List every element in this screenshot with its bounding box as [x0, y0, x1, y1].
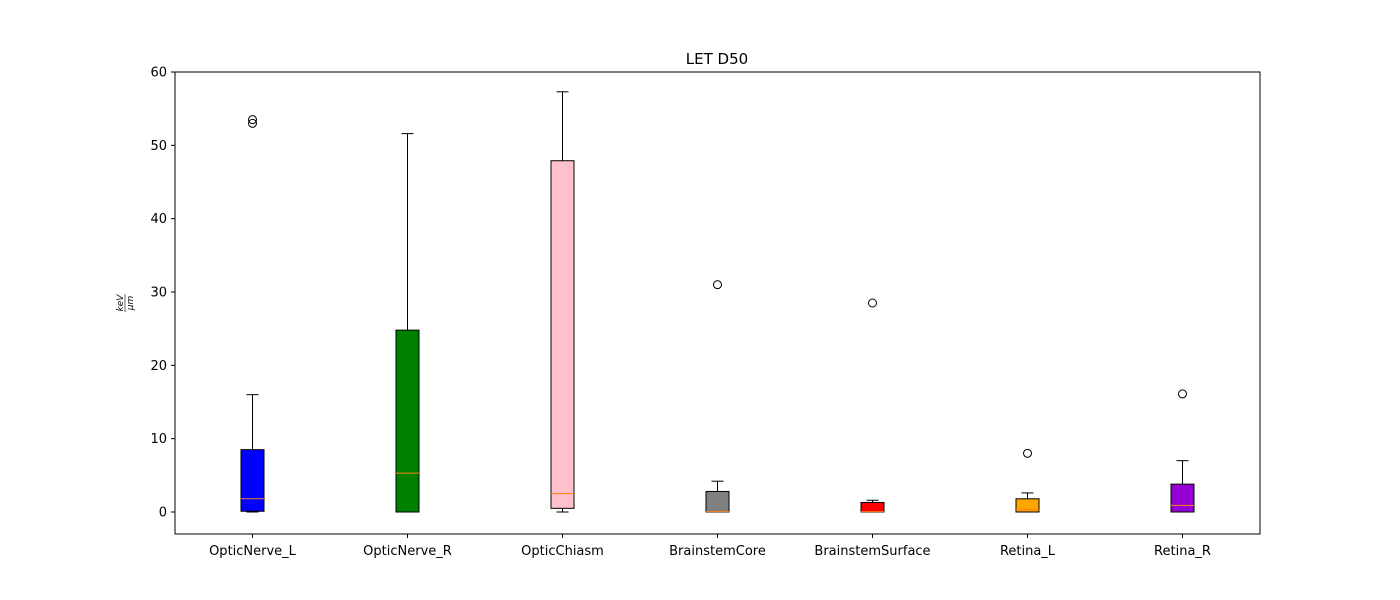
x-tick-label: OpticNerve_R: [363, 544, 452, 559]
y-tick-label: 60: [150, 66, 167, 81]
box-iqr: [395, 329, 420, 513]
box-BrainstemSurface: [860, 298, 885, 513]
y-tick-label: 0: [159, 506, 167, 521]
box-OpticChiasm: [550, 91, 575, 513]
y-axis-label-denominator: μm: [126, 296, 136, 312]
box-BrainstemCore: [705, 280, 730, 513]
x-tick-label: BrainstemSurface: [814, 544, 930, 559]
y-tick-label: 40: [150, 212, 167, 227]
box-iqr: [1170, 483, 1195, 513]
y-axis: 0 10 20 30 40 50 60: [150, 66, 175, 521]
box-iqr: [240, 449, 265, 512]
y-axis-label: keV μm: [116, 294, 136, 312]
box-Retina_R: [1170, 389, 1195, 513]
y-tick-label: 30: [150, 286, 167, 301]
x-tick-label: OpticChiasm: [521, 544, 604, 559]
box-OpticNerve_R: [395, 133, 420, 513]
x-axis: OpticNerve_L OpticNerve_R OpticChiasm Brain…: [209, 534, 1211, 559]
outlier-point: [868, 298, 877, 308]
outlier-point: [1023, 448, 1032, 458]
box-iqr: [705, 490, 730, 513]
y-tick-label: 20: [150, 359, 167, 374]
outlier-point: [248, 115, 257, 125]
x-tick-label: OpticNerve_L: [209, 544, 297, 559]
y-tick-label: 10: [150, 432, 167, 447]
outlier-point: [1178, 389, 1187, 399]
x-tick-label: Retina_R: [1154, 544, 1211, 559]
x-tick-label: Retina_L: [1000, 544, 1056, 559]
box-iqr: [860, 501, 885, 513]
box-iqr: [1015, 498, 1040, 513]
outlier-point: [248, 118, 257, 128]
box-iqr: [550, 160, 575, 509]
y-axis-label-numerator: keV: [116, 294, 126, 312]
outlier-point: [713, 280, 722, 290]
chart-title: LET D50: [686, 50, 748, 68]
x-tick-label: BrainstemCore: [669, 544, 766, 559]
box-Retina_L: [1015, 448, 1040, 513]
box-OpticNerve_L: [240, 115, 265, 513]
plot-frame: [174, 71, 1261, 535]
boxes-group: [240, 91, 1195, 513]
y-tick-label: 50: [150, 139, 167, 154]
